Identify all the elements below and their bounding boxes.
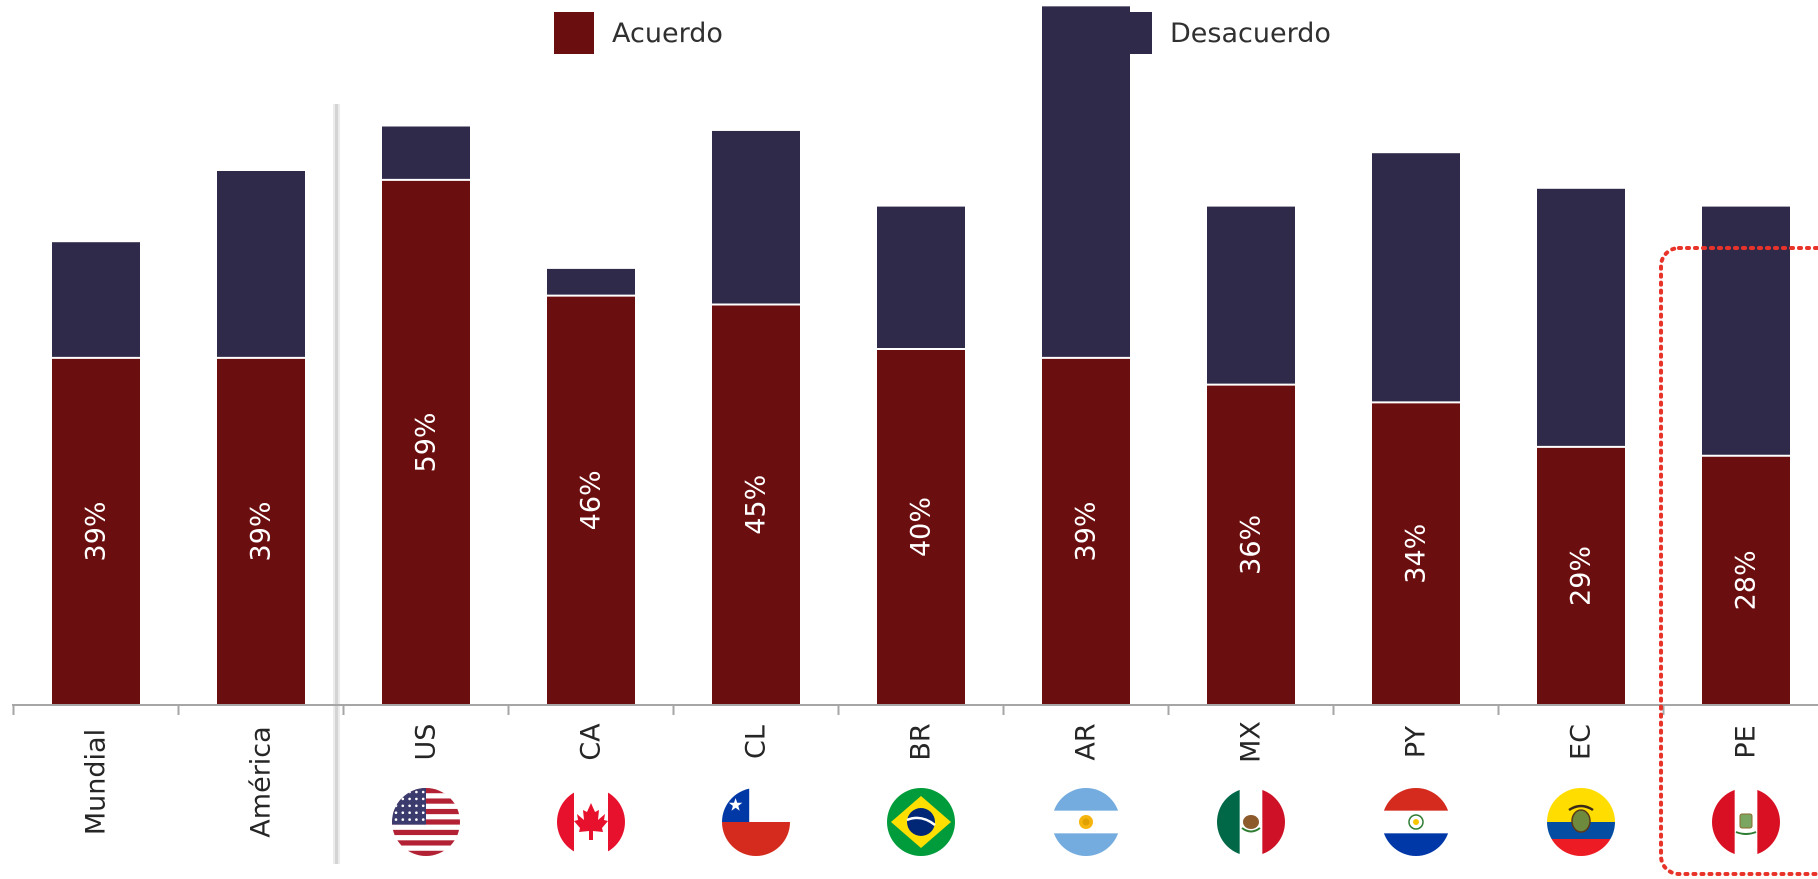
bar-acuerdo-ar: [1042, 357, 1130, 705]
category-label-br: BR: [906, 723, 937, 760]
py-flag-icon: [1382, 788, 1450, 856]
highlight-box-pe: [1659, 246, 1818, 876]
category-label-amrica: América: [246, 726, 277, 837]
data-label-py: 34%: [1401, 524, 1432, 584]
br-flag-icon: [887, 788, 955, 856]
bar-desacuerdo-pe: [1702, 206, 1790, 456]
data-label-ec: 29%: [1566, 546, 1597, 606]
data-label-ar: 39%: [1071, 501, 1102, 561]
bar-acuerdo-pe: [1702, 455, 1790, 705]
category-label-mx: MX: [1236, 721, 1267, 763]
bar-acuerdo-br: [877, 349, 965, 705]
data-label-cl: 45%: [741, 475, 772, 535]
us-flag-icon: [392, 788, 460, 856]
category-label-pe: PE: [1731, 725, 1762, 758]
bar-desacuerdo-py: [1372, 153, 1460, 403]
bar-acuerdo-mx: [1207, 384, 1295, 705]
bar-acuerdo-cl: [712, 304, 800, 705]
legend-swatch-acuerdo: [554, 12, 594, 54]
category-label-us: US: [411, 724, 442, 761]
bar-acuerdo-ec: [1537, 446, 1625, 705]
bar-acuerdo-mundial: [52, 357, 140, 705]
bar-acuerdo-us: [382, 179, 470, 705]
bar-desacuerdo-us: [382, 126, 470, 180]
bar-acuerdo-amrica: [217, 357, 305, 705]
data-label-us: 59%: [411, 412, 442, 472]
data-label-br: 40%: [906, 497, 937, 557]
bar-desacuerdo-ec: [1537, 188, 1625, 447]
bar-desacuerdo-br: [877, 206, 965, 349]
ec-flag-icon: [1547, 788, 1615, 856]
legend-label-desacuerdo: Desacuerdo: [1170, 17, 1331, 49]
separator-line-core: [335, 104, 338, 864]
data-label-amrica: 39%: [246, 501, 277, 561]
ca-flag-icon: [557, 788, 625, 856]
bar-desacuerdo-ca: [547, 268, 635, 296]
category-label-cl: CL: [741, 725, 772, 759]
legend-label-acuerdo: Acuerdo: [612, 17, 723, 49]
bar-desacuerdo-mx: [1207, 206, 1295, 385]
category-label-py: PY: [1401, 725, 1432, 758]
legend-item-acuerdo: Acuerdo: [554, 12, 723, 54]
bar-desacuerdo-mundial: [52, 242, 140, 358]
category-label-ec: EC: [1566, 724, 1597, 760]
bar-acuerdo-ca: [547, 295, 635, 705]
bar-desacuerdo-ar: [1042, 6, 1130, 358]
bar-acuerdo-py: [1372, 402, 1460, 705]
category-label-ar: AR: [1071, 723, 1102, 760]
ar-flag-icon: [1052, 788, 1120, 856]
cl-flag-icon: [722, 788, 790, 856]
bar-desacuerdo-cl: [712, 130, 800, 305]
data-label-ca: 46%: [576, 470, 607, 530]
data-label-pe: 28%: [1731, 550, 1762, 610]
category-label-ca: CA: [576, 723, 607, 761]
bar-desacuerdo-amrica: [217, 171, 305, 358]
data-label-mundial: 39%: [81, 501, 112, 561]
data-label-mx: 36%: [1236, 515, 1267, 575]
pe-flag-icon: [1712, 788, 1780, 856]
category-label-mundial: Mundial: [81, 729, 112, 835]
mx-flag-icon: [1217, 788, 1285, 856]
